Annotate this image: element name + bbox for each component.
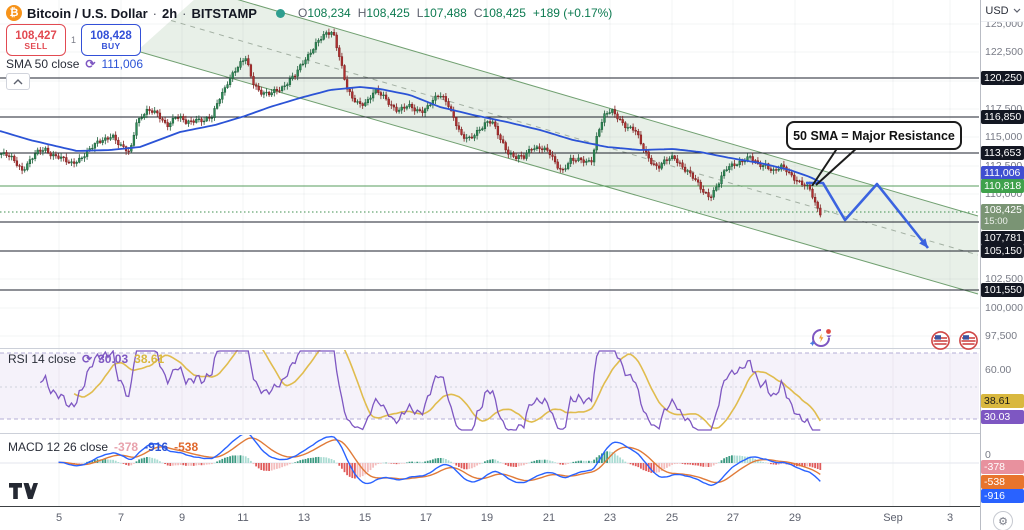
price-badge: -916	[981, 489, 1024, 503]
time-label: 23	[603, 512, 617, 524]
axis-label: 115,000	[985, 131, 1023, 143]
price-badge: 113,653	[981, 146, 1024, 160]
time-label: 25	[665, 512, 679, 524]
price-badge: 105,150	[981, 244, 1024, 258]
arrowhead	[919, 238, 928, 248]
macd-line-value: -916	[144, 440, 169, 454]
price-badge: -378	[981, 460, 1024, 474]
callout-pointer	[811, 146, 859, 187]
time-label: 9	[178, 512, 186, 524]
tradingview-logo	[9, 483, 38, 499]
price-badge: -538	[981, 475, 1024, 489]
price-badge: 101,550	[981, 283, 1024, 297]
rsi-value: 30.03	[98, 352, 129, 366]
time-label: 15	[358, 512, 372, 524]
annotation-callout[interactable]: 50 SMA = Major Resistance	[786, 121, 962, 150]
chevron-down-icon	[1013, 8, 1021, 13]
axis-label: 60.00	[985, 364, 1012, 376]
pane-separator-rsi[interactable]	[0, 348, 980, 349]
time-axis-border	[0, 506, 980, 507]
time-label: 5	[55, 512, 63, 524]
collapse-panel-button[interactable]	[6, 73, 30, 90]
bitcoin-logo-icon: ₿	[6, 5, 22, 21]
macd-label: MACD 12 26 close	[8, 440, 109, 454]
sma-indicator-row[interactable]: SMA 50 close ⟳ 111,006	[6, 57, 143, 71]
rsi-label: RSI 14 close	[8, 352, 77, 366]
axis-label: 97,500	[985, 330, 1018, 342]
time-axis[interactable]: 5 7 9 11 13 15 17 19 21 23 25 27 29 Sep 3	[0, 507, 980, 530]
price-level-lines[interactable]	[0, 77, 979, 291]
rsi-line[interactable]	[39, 350, 821, 431]
loop-icon[interactable]: ⟳	[85, 57, 96, 71]
price-badge: 38.61	[981, 394, 1024, 408]
pane-separator-macd[interactable]	[0, 433, 980, 434]
macd-indicator-row[interactable]: MACD 12 26 close -378 -916 -538	[8, 440, 198, 454]
macd-histogram-value: -378	[114, 440, 139, 454]
time-label: 7	[117, 512, 125, 524]
symbol-header: ₿ Bitcoin / U.S. Dollar · 2h · BITSTAMP …	[6, 3, 612, 23]
us-economic-event-icon[interactable]	[931, 331, 950, 350]
change-value: +189 (+0.17%)	[532, 6, 613, 20]
price-badge: 116,850	[981, 110, 1024, 124]
interval-label[interactable]: 2h	[161, 5, 178, 21]
symbol-title[interactable]: Bitcoin / U.S. Dollar	[27, 5, 148, 21]
ohlc-values: O108,234 H108,425 L107,488 C108,425 +189…	[297, 6, 613, 20]
time-label: 17	[419, 512, 433, 524]
time-label: 21	[542, 512, 556, 524]
buy-button[interactable]: 108,428 BUY	[81, 24, 142, 56]
time-label: 13	[297, 512, 311, 524]
price-badge: 30.03	[981, 410, 1024, 424]
price-badge: 120,250	[981, 71, 1024, 85]
exchange-label[interactable]: BITSTAMP	[191, 5, 257, 21]
price-axis[interactable]: USD 125,000122,500117,500115,000112,5001…	[980, 0, 1024, 530]
spread-value: 1	[71, 35, 77, 45]
price-badge: 111,006	[981, 166, 1024, 180]
rsi-band	[0, 353, 979, 419]
time-label: 19	[480, 512, 494, 524]
sma-label: SMA 50 close	[6, 57, 80, 71]
us-economic-event-icon[interactable]	[959, 331, 978, 350]
price-badge: 107,781	[981, 231, 1024, 245]
macd-line[interactable]	[58, 433, 821, 487]
price-badge: 110,818	[981, 179, 1024, 193]
sma-value: 111,006	[101, 57, 144, 71]
sell-button[interactable]: 108,427 SELL	[6, 24, 66, 56]
price-badge: 108,425 15:00	[981, 204, 1024, 230]
loop-icon[interactable]: ⟳	[82, 352, 93, 366]
auto-trade-refresh-icon[interactable]	[810, 327, 832, 349]
axis-label: 0	[985, 449, 991, 461]
grid	[0, 0, 979, 506]
candles-series	[0, 28, 822, 218]
macd-signal-value: -538	[174, 440, 199, 454]
macd-signal-line[interactable]	[58, 437, 821, 484]
sma-line[interactable]	[0, 86, 821, 183]
currency-selector[interactable]: USD	[981, 0, 1024, 22]
rsi-ma-value: 38.61	[134, 352, 165, 366]
rsi-indicator-row[interactable]: RSI 14 close ⟳ 30.03 38.61	[8, 352, 164, 366]
market-status-dot[interactable]	[275, 8, 285, 18]
annotation-text: 50 SMA = Major Resistance	[793, 128, 955, 143]
chevron-up-icon	[13, 78, 23, 84]
axis-label: 100,000	[985, 302, 1023, 314]
order-panel: 108,427 SELL 1 108,428 BUY	[6, 24, 142, 56]
time-label: 3	[946, 512, 954, 524]
time-label: 27	[726, 512, 740, 524]
time-label: 29	[788, 512, 802, 524]
time-label: 11	[237, 512, 249, 524]
time-label: Sep	[883, 512, 903, 524]
axis-label: 102,500	[985, 273, 1023, 285]
settings-gear-icon[interactable]: ⚙	[993, 511, 1013, 530]
macd-histogram	[68, 451, 822, 479]
axis-label: 122,500	[985, 46, 1023, 58]
